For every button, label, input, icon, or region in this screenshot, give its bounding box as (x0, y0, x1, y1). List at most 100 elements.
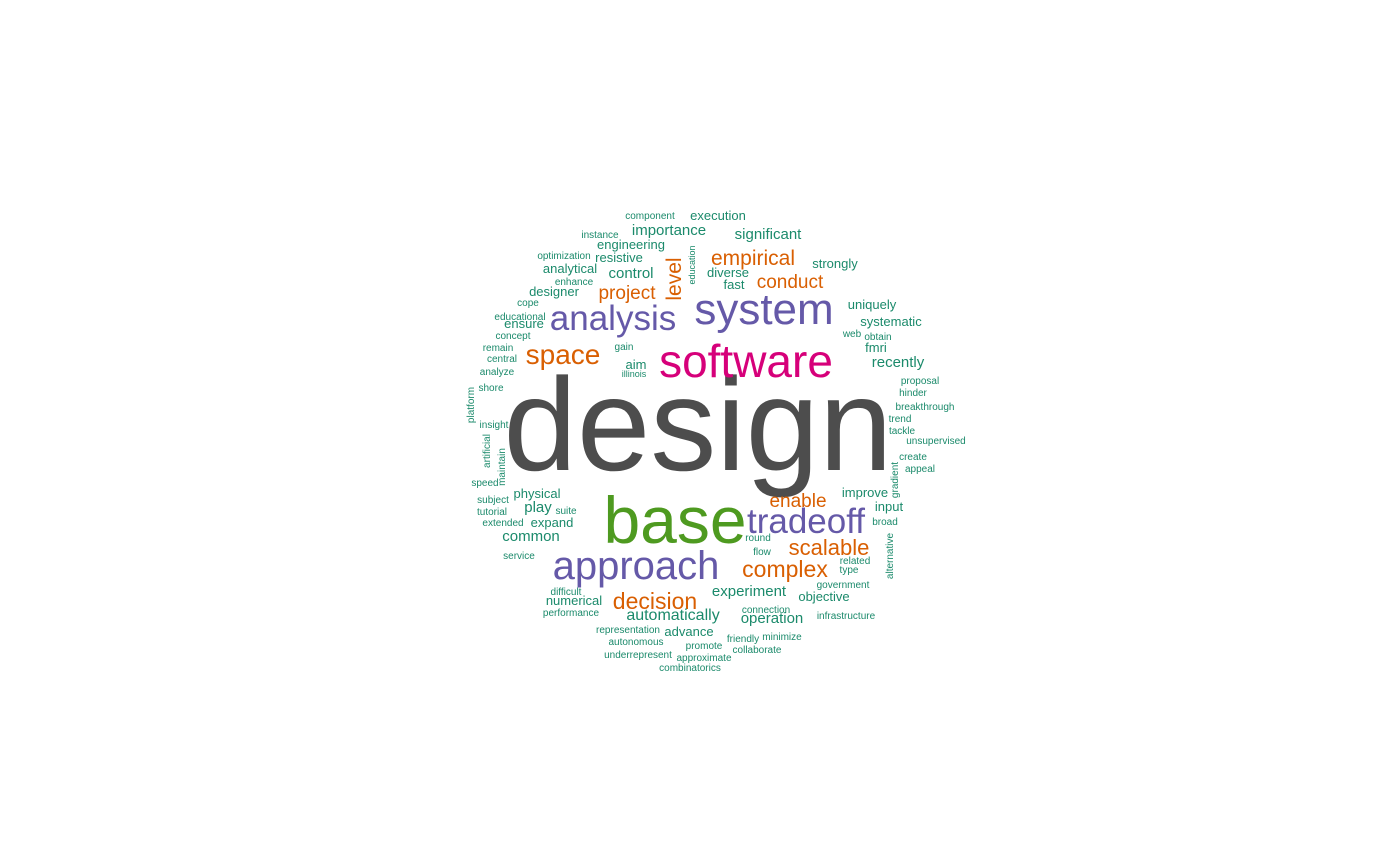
word-operation: operation (741, 610, 804, 627)
word-optimization: optimization (537, 251, 590, 262)
word-infrastructure: infrastructure (817, 611, 876, 622)
word-ensure: ensure (504, 316, 544, 331)
word-tackle: tackle (889, 426, 916, 437)
word-proposal: proposal (901, 376, 939, 387)
word-breakthrough: breakthrough (896, 402, 955, 413)
word-autonomous: autonomous (608, 637, 663, 648)
word-software: software (659, 335, 833, 387)
word-play: play (524, 499, 552, 516)
word-input: input (875, 499, 904, 514)
word-related: related (840, 556, 871, 567)
word-objective: objective (798, 589, 849, 604)
word-speed: speed (471, 478, 498, 489)
word-obtain: obtain (864, 332, 891, 343)
word-common: common (502, 528, 560, 545)
word-maintain: maintain (497, 448, 508, 486)
word-education: education (687, 245, 697, 284)
word-educational: educational (494, 312, 545, 323)
word-concept: concept (495, 331, 530, 342)
word-level: level (663, 257, 686, 300)
word-resistive: resistive (595, 250, 643, 265)
word-system: system (694, 285, 833, 334)
word-experiment: experiment (712, 583, 787, 600)
word-insight: insight (480, 420, 509, 431)
word-aim: aim (626, 357, 647, 372)
word-gradient: gradient (890, 462, 901, 498)
word-remain: remain (483, 343, 514, 354)
word-empirical: empirical (711, 247, 795, 270)
word-representation: representation (596, 625, 660, 636)
word-space: space (526, 339, 601, 370)
word-approximate: approximate (676, 653, 731, 664)
word-alternative: alternative (885, 532, 896, 579)
word-physical: physical (514, 486, 561, 501)
word-broad: broad (872, 517, 898, 528)
word-component: component (625, 211, 675, 222)
word-designer: designer (529, 284, 580, 299)
word-unsupervised: unsupervised (906, 436, 965, 447)
word-automatically: automatically (626, 607, 719, 624)
word-significant: significant (735, 226, 803, 243)
word-fmri: fmri (865, 340, 887, 355)
word-combinatorics: combinatorics (659, 663, 721, 674)
word-performance: performance (543, 608, 600, 619)
word-expand: expand (531, 515, 574, 530)
word-appeal: appeal (905, 464, 935, 475)
word-gain: gain (615, 342, 634, 353)
word-cope: cope (517, 298, 539, 309)
word-create: create (899, 452, 927, 463)
word-complex: complex (742, 556, 828, 582)
word-collaborate: collaborate (733, 645, 782, 656)
word-illinois: illinois (622, 369, 647, 379)
word-design: design (504, 351, 893, 498)
word-base: base (603, 483, 746, 557)
word-artificial: artificial (482, 434, 493, 468)
word-fast: fast (724, 277, 745, 292)
word-extended: extended (482, 518, 523, 529)
word-friendly: friendly (727, 634, 759, 645)
word-underrepresent: underrepresent (604, 650, 672, 661)
word-minimize: minimize (762, 632, 802, 643)
word-advance: advance (664, 624, 713, 639)
word-control: control (608, 265, 653, 282)
word-difficult: difficult (551, 587, 582, 598)
word-recently: recently (872, 354, 925, 371)
word-instance: instance (581, 230, 619, 241)
word-central: central (487, 354, 517, 365)
word-analysis: analysis (550, 299, 676, 338)
word-shore: shore (478, 383, 503, 394)
word-enable: enable (769, 491, 826, 512)
word-service: service (503, 551, 535, 562)
word-platform: platform (466, 387, 477, 423)
word-analytical: analytical (543, 261, 597, 276)
word-approach: approach (553, 544, 720, 588)
word-execution: execution (690, 208, 746, 223)
word-numerical: numerical (546, 593, 602, 608)
word-promote: promote (686, 641, 723, 652)
word-project: project (598, 283, 656, 304)
word-decision: decision (613, 588, 697, 614)
word-strongly: strongly (812, 256, 858, 271)
word-round: round (745, 533, 771, 544)
word-tradeoff: tradeoff (747, 502, 865, 541)
word-analyze: analyze (480, 367, 515, 378)
word-type: type (840, 565, 859, 576)
word-government: government (817, 580, 870, 591)
word-trend: trend (889, 414, 912, 425)
word-tutorial: tutorial (477, 507, 507, 518)
word-enhance: enhance (555, 277, 594, 288)
word-engineering: engineering (597, 237, 665, 252)
word-web: web (842, 329, 862, 340)
word-connection: connection (742, 605, 790, 616)
word-uniquely: uniquely (848, 297, 897, 312)
word-systematic: systematic (860, 314, 922, 329)
word-flow: flow (753, 547, 772, 558)
word-subject: subject (477, 495, 509, 506)
word-hinder: hinder (899, 388, 927, 399)
word-scalable: scalable (789, 535, 870, 560)
word-importance: importance (632, 222, 706, 239)
word-conduct: conduct (757, 272, 824, 293)
word-diverse: diverse (707, 265, 749, 280)
word-improve: improve (842, 485, 888, 500)
